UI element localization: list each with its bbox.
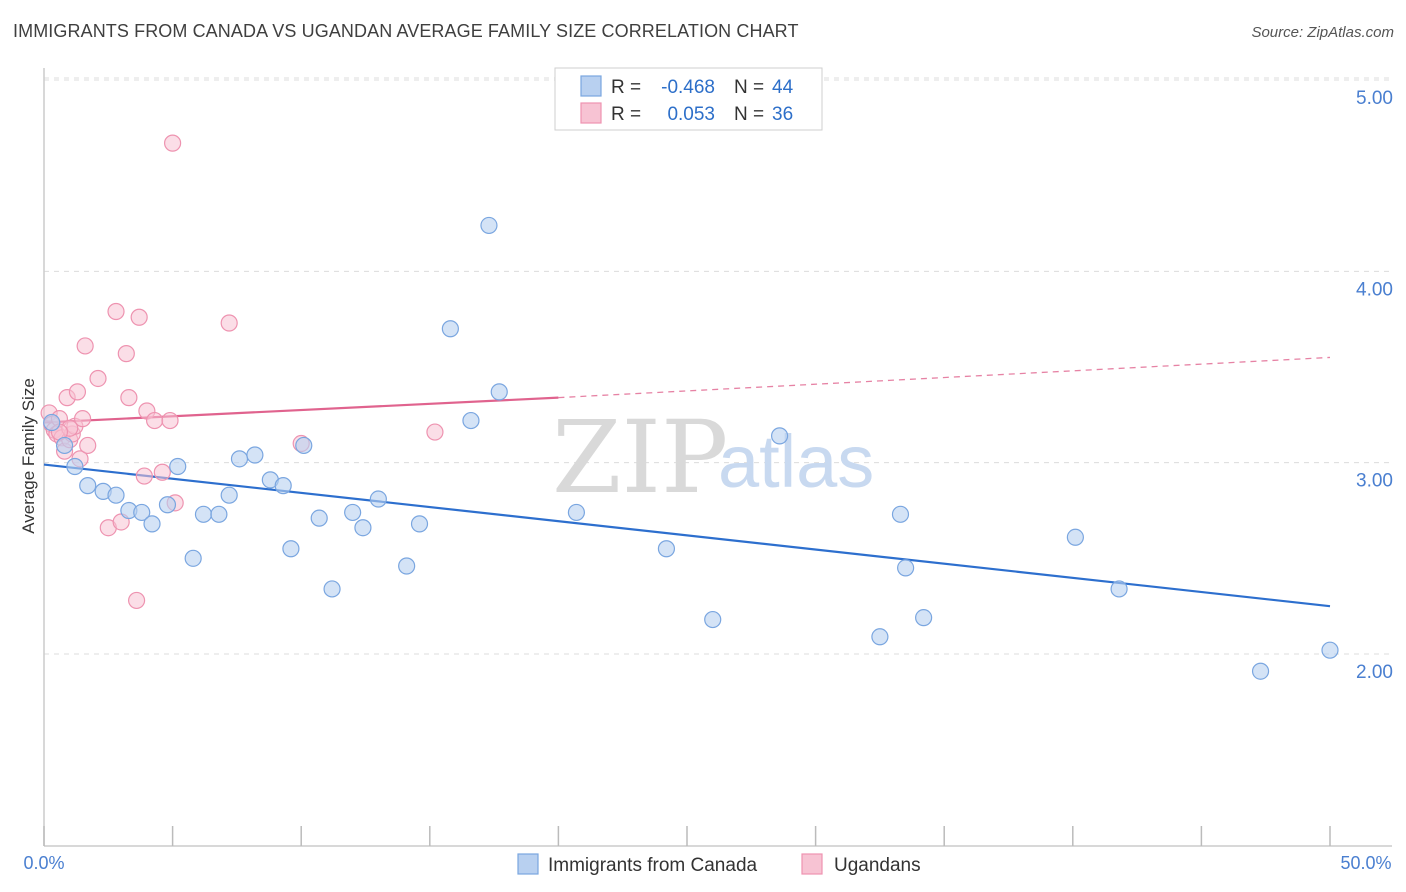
y-axis-title: Average Family Size: [19, 378, 38, 534]
ugandans-point: [127, 591, 146, 610]
canada-point: [184, 549, 202, 567]
canada-point: [398, 557, 416, 575]
canada-point: [55, 436, 74, 455]
canada-point: [441, 320, 459, 338]
watermark-zip: ZIP: [552, 399, 728, 516]
x-tick-label-min: 0.0%: [23, 853, 64, 873]
x-ticks: [43, 826, 1331, 846]
canada-point: [230, 450, 249, 468]
ugandans-point: [89, 369, 107, 388]
canada-point: [410, 515, 429, 533]
ugandans-point: [145, 411, 164, 430]
canada-point: [369, 490, 387, 508]
ugandans-trend-line: [43, 396, 559, 424]
x-tick-label-max: 50.0%: [1340, 853, 1391, 873]
canada-point: [657, 540, 676, 558]
canada-point: [220, 486, 238, 504]
legend-r-value-ugandans: 0.053: [667, 104, 715, 125]
ugandans-point: [76, 337, 94, 355]
canada-point: [133, 503, 151, 522]
canada-point: [310, 509, 328, 527]
legend-r-label-canada: R =: [611, 77, 641, 98]
ugandans-point: [68, 383, 87, 401]
canada-point: [480, 216, 498, 235]
legend-n-value-canada: 44: [772, 77, 794, 98]
ugandans-point: [426, 423, 444, 441]
canada-point: [295, 436, 313, 455]
ugandans-trend-line-extension: [558, 356, 1331, 399]
canada-point: [1110, 580, 1128, 598]
ugandans-point: [107, 302, 125, 321]
canada-point: [43, 413, 61, 432]
ugandans-point: [161, 411, 179, 430]
canada-point: [1321, 641, 1339, 659]
ugandans-point: [120, 389, 138, 407]
canada-point: [194, 505, 213, 523]
canada-point: [274, 477, 292, 495]
y-tick-label: 2.00: [1356, 662, 1393, 683]
canada-point: [462, 411, 480, 430]
canada-point: [143, 515, 161, 533]
legend-swatch-canada: [580, 75, 602, 97]
watermark-atlas: atlas: [718, 420, 874, 503]
canada-point: [871, 628, 889, 646]
y-tick-labels: 2.00 3.00 4.00 5.00: [1356, 88, 1393, 683]
legend-n-label-canada: N =: [734, 77, 764, 98]
canada-point: [107, 486, 125, 504]
canada-point: [567, 503, 586, 522]
canada-point: [66, 457, 84, 476]
canada-point: [1251, 662, 1270, 680]
canada-point: [210, 505, 228, 523]
series-legend: Immigrants from Canada Ugandans: [517, 853, 921, 876]
ugandans-point: [135, 467, 153, 485]
series-legend-label-canada: Immigrants from Canada: [548, 855, 758, 876]
canada-point: [770, 427, 789, 445]
canada-point: [158, 496, 177, 514]
canada-point: [323, 580, 341, 598]
ugandans-point: [117, 345, 135, 363]
canada-point: [344, 503, 362, 522]
ugandans-points: [40, 134, 444, 610]
legend-n-label-ugandans: N =: [734, 104, 764, 125]
chart-title: IMMIGRANTS FROM CANADA VS UGANDAN AVERAG…: [13, 21, 799, 41]
y-tick-label: 5.00: [1356, 88, 1393, 109]
source-note: Source: ZipAtlas.com: [1251, 24, 1394, 41]
canada-point: [169, 457, 187, 476]
canada-point: [246, 446, 264, 464]
grid-lines: [44, 77, 1392, 655]
ugandans-point: [153, 463, 171, 481]
legend-n-value-ugandans: 36: [772, 104, 793, 125]
ugandans-point: [164, 134, 182, 152]
ugandans-point: [79, 436, 97, 455]
legend-swatch-ugandans: [580, 102, 602, 124]
canada-point: [354, 519, 372, 537]
ugandans-point: [130, 308, 148, 326]
legend-r-label-ugandans: R =: [611, 104, 641, 125]
series-legend-swatch-canada: [517, 853, 539, 875]
canada-points: [43, 216, 1339, 680]
canada-point: [704, 610, 722, 629]
watermark: ZIP atlas: [552, 399, 874, 516]
canada-point: [897, 559, 915, 577]
ugandans-point: [73, 410, 92, 428]
canada-point: [915, 609, 933, 627]
series-legend-label-ugandans: Ugandans: [834, 855, 921, 876]
canada-point: [1066, 528, 1084, 546]
canada-point: [891, 505, 910, 523]
canada-point: [490, 383, 508, 401]
series-legend-swatch-ugandans: [801, 853, 823, 875]
canada-point: [79, 477, 97, 495]
legend-r-value-canada: -0.468: [661, 77, 715, 98]
y-tick-label: 4.00: [1356, 279, 1393, 300]
correlation-legend: R = -0.468 N = 44 R = 0.053 N = 36: [554, 67, 823, 131]
axes: [43, 68, 1392, 847]
canada-point: [282, 540, 300, 558]
ugandans-point: [220, 314, 238, 332]
y-tick-label: 3.00: [1356, 471, 1393, 492]
